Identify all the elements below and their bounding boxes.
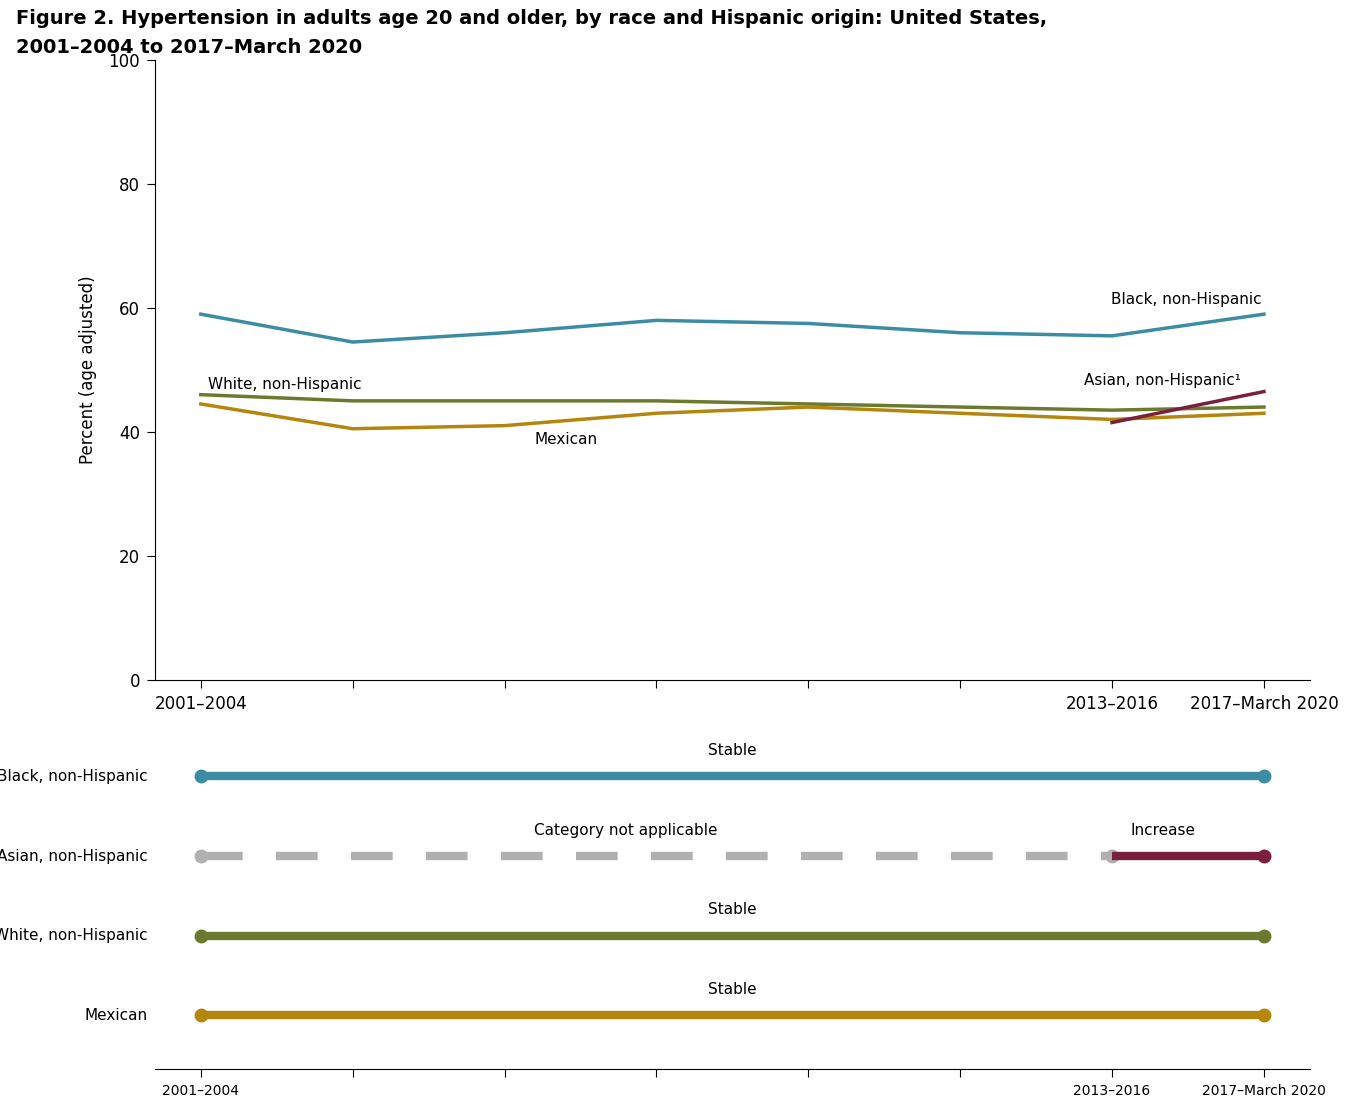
Text: Increase: Increase: [1130, 823, 1196, 837]
Text: Asian, non-Hispanic: Asian, non-Hispanic: [0, 848, 147, 864]
Text: Stable: Stable: [707, 902, 757, 917]
Text: Mexican: Mexican: [535, 432, 598, 447]
Text: Black, non-Hispanic: Black, non-Hispanic: [1111, 293, 1261, 307]
Text: Asian, non-Hispanic¹: Asian, non-Hispanic¹: [1084, 374, 1241, 388]
Text: Stable: Stable: [707, 743, 757, 758]
Text: Stable: Stable: [707, 982, 757, 997]
Text: White, non-Hispanic: White, non-Hispanic: [208, 377, 362, 391]
Y-axis label: Percent (age adjusted): Percent (age adjusted): [80, 275, 97, 465]
Text: Mexican: Mexican: [85, 1008, 147, 1023]
Text: Figure 2. Hypertension in adults age 20 and older, by race and Hispanic origin: : Figure 2. Hypertension in adults age 20 …: [16, 9, 1048, 27]
Text: 2001–2004 to 2017–March 2020: 2001–2004 to 2017–March 2020: [16, 38, 362, 57]
Text: White, non-Hispanic: White, non-Hispanic: [0, 928, 147, 944]
Text: Black, non-Hispanic: Black, non-Hispanic: [0, 769, 147, 784]
Text: Category not applicable: Category not applicable: [535, 823, 718, 837]
